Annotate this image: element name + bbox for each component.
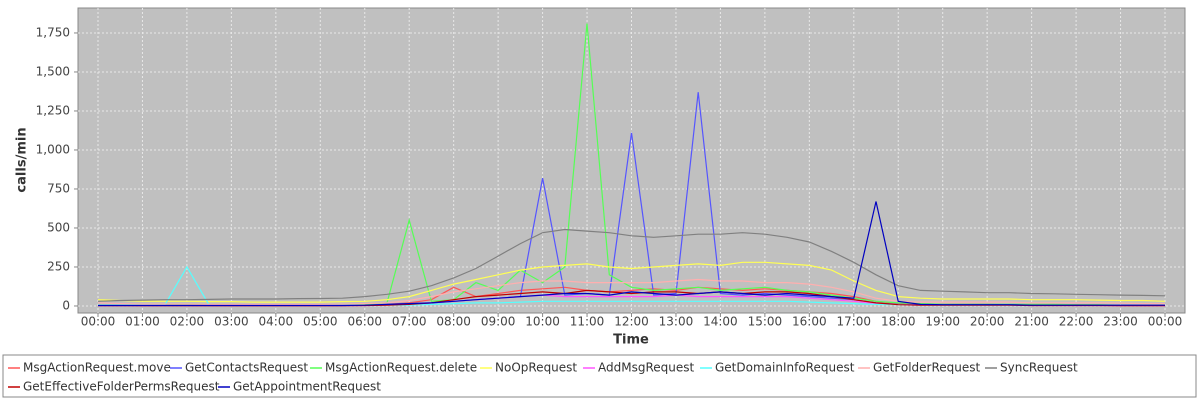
x-tick-label: 15:00 <box>748 315 783 329</box>
x-tick-label: 09:00 <box>481 315 516 329</box>
y-tick-label: 1,250 <box>36 103 70 117</box>
y-tick-label: 1,000 <box>36 142 70 156</box>
legend-label: MsgActionRequest.move <box>23 361 171 375</box>
x-tick-label: 23:00 <box>1103 315 1138 329</box>
x-axis-label: Time <box>613 333 649 348</box>
x-tick-label: 01:00 <box>125 315 160 329</box>
y-tick-label: 1,750 <box>36 25 70 39</box>
y-tick-label: 750 <box>47 181 70 195</box>
x-tick-label: 18:00 <box>881 315 916 329</box>
x-tick-label: 00:00 <box>81 315 116 329</box>
y-tick-label: 250 <box>47 259 70 273</box>
series-line <box>97 278 1165 305</box>
x-tick-label: 10:00 <box>525 315 560 329</box>
series-line <box>98 201 1165 307</box>
series-line <box>97 228 1166 302</box>
legend-label: GetContactsRequest <box>185 361 308 375</box>
legend-label: GetDomainInfoRequest <box>715 361 855 375</box>
x-tick-label: 04:00 <box>259 315 294 329</box>
x-tick-label: 07:00 <box>392 315 427 329</box>
x-tick-label: 02:00 <box>170 315 205 329</box>
x-tick-label: 13:00 <box>659 315 694 329</box>
x-tick-label: 03:00 <box>214 315 249 329</box>
legend-label: GetFolderRequest <box>873 361 981 375</box>
x-tick-label: 08:00 <box>436 315 471 329</box>
x-tick-label: 05:00 <box>303 315 338 329</box>
legend-label: AddMsgRequest <box>598 361 694 375</box>
y-axis-label: calls/min <box>15 127 30 192</box>
x-tick-label: 06:00 <box>347 315 382 329</box>
legend <box>2 354 1197 398</box>
y-tick-label: 500 <box>47 220 70 234</box>
series-line <box>97 261 1166 303</box>
legend-label: MsgActionRequest.delete <box>325 361 477 375</box>
x-tick-label: 16:00 <box>792 315 827 329</box>
legend-label: GetEffectiveFolderPermsRequest <box>23 380 220 394</box>
legend-label: NoOpRequest <box>495 361 577 375</box>
x-tick-label: 20:00 <box>970 315 1005 329</box>
x-tick-label: 14:00 <box>703 315 738 329</box>
y-tick-label: 1,500 <box>36 64 70 78</box>
x-tick-label: 19:00 <box>925 315 960 329</box>
x-tick-label: 11:00 <box>570 315 605 329</box>
x-tick-label: 12:00 <box>614 315 649 329</box>
y-tick-label: 0 <box>62 298 70 312</box>
legend-label: GetAppointmentRequest <box>233 380 381 394</box>
x-tick-label: 22:00 <box>1059 315 1094 329</box>
x-tick-label: 00:00 <box>1148 315 1183 329</box>
x-tick-label: 17:00 <box>836 315 871 329</box>
x-tick-label: 21:00 <box>1014 315 1049 329</box>
legend-label: SyncRequest <box>1000 361 1078 375</box>
